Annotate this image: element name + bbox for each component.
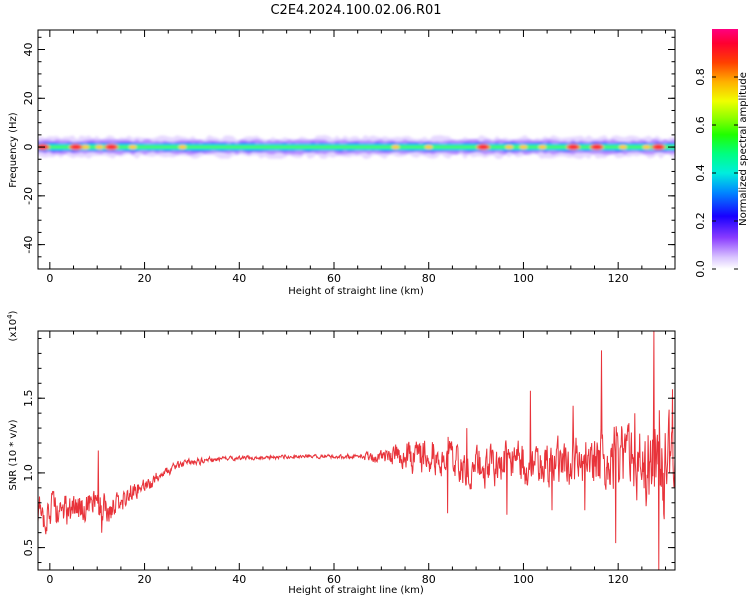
high-amplitude-spot bbox=[642, 144, 651, 150]
colorbar: 0.0 0.2 0.4 0.6 0.8 Normalized spectral ampl… bbox=[694, 29, 749, 278]
figure-title: C2E4.2024.100.02.06.R01 bbox=[270, 3, 441, 18]
spectrogram-ytick-label: -20 bbox=[22, 187, 35, 205]
spectrogram-heatmap bbox=[38, 135, 675, 159]
spectrogram-xtick-label: 100 bbox=[513, 272, 534, 285]
snr-ytick-label: 1.0 bbox=[22, 464, 35, 482]
colorbar-tick-label: 0.6 bbox=[694, 116, 707, 134]
band-green bbox=[38, 145, 675, 149]
spectrogram-xtick-label: 20 bbox=[138, 272, 152, 285]
peak-amplitude-spot bbox=[106, 145, 117, 150]
snr-scale-label: (x104) bbox=[6, 310, 19, 341]
high-amplitude-spot bbox=[128, 144, 137, 150]
snr-xtick-label: 80 bbox=[422, 573, 436, 586]
spectrogram-xtick-label: 40 bbox=[232, 272, 246, 285]
colorbar-tick-label: 0.4 bbox=[694, 164, 707, 182]
peak-amplitude-spot bbox=[568, 145, 579, 150]
spectrogram-ticks: 0 20 40 60 80 100 120 -40 -20 0 20 40 bbox=[22, 30, 675, 285]
colorbar-ticks: 0.0 0.2 0.4 0.6 0.8 bbox=[694, 68, 738, 278]
peak-amplitude-spot bbox=[591, 145, 602, 150]
colorbar-tick-label: 0.0 bbox=[694, 260, 707, 278]
spectrogram-xtick-label: 60 bbox=[327, 272, 341, 285]
colorbar-tick-label: 0.2 bbox=[694, 212, 707, 230]
spectrogram-ytick-label: 40 bbox=[22, 43, 35, 57]
snr-xtick-label: 0 bbox=[46, 573, 53, 586]
colorbar-gradient bbox=[712, 29, 738, 269]
high-amplitude-spot bbox=[618, 144, 627, 150]
peak-amplitude-spot bbox=[478, 145, 489, 150]
spectrogram-panel: 0 20 40 60 80 100 120 -40 -20 0 20 40 Height of str… bbox=[8, 29, 676, 297]
spectrogram-ylabel: Frequency (Hz) bbox=[8, 112, 19, 188]
spectrogram-ytick-label: -40 bbox=[22, 236, 35, 254]
spectrogram-band bbox=[38, 135, 675, 159]
high-amplitude-spot bbox=[538, 144, 547, 150]
snr-xtick-label: 40 bbox=[232, 573, 246, 586]
snr-ticks: 0 20 40 60 80 100 120 0.5 1.0 1.5 bbox=[22, 331, 675, 586]
snr-xtick-label: 20 bbox=[138, 573, 152, 586]
high-amplitude-spot bbox=[95, 144, 104, 150]
spectrogram-xtick-label: 0 bbox=[46, 272, 53, 285]
spectrogram-xtick-label: 80 bbox=[422, 272, 436, 285]
snr-ytick-label: 0.5 bbox=[22, 539, 35, 557]
colorbar-tick-label: 0.8 bbox=[694, 68, 707, 86]
snr-xtick-label: 60 bbox=[327, 573, 341, 586]
high-amplitude-spot bbox=[178, 144, 187, 150]
peak-amplitude-spot bbox=[653, 145, 664, 150]
colorbar-label: Normalized spectral amplitude bbox=[738, 72, 749, 226]
spectrogram-xlabel: Height of straight line (km) bbox=[288, 286, 424, 297]
spectrogram-xtick-label: 120 bbox=[608, 272, 629, 285]
spectrogram-frame bbox=[37, 29, 676, 270]
snr-xtick-label: 100 bbox=[513, 573, 534, 586]
snr-xtick-label: 120 bbox=[608, 573, 629, 586]
high-amplitude-spot bbox=[505, 144, 514, 150]
spectrogram-ytick-label: 0 bbox=[22, 144, 35, 151]
spectrogram-ytick-label: 20 bbox=[22, 91, 35, 105]
snr-panel: 0 20 40 60 80 100 120 0.5 1.0 1.5 Height of strai… bbox=[6, 310, 676, 596]
snr-series-line bbox=[38, 331, 675, 570]
high-amplitude-spot bbox=[424, 144, 433, 150]
snr-ylabel: SNR (10 * v/v) bbox=[8, 419, 19, 490]
snr-xlabel: Height of straight line (km) bbox=[288, 585, 424, 596]
peak-amplitude-spot bbox=[70, 145, 81, 150]
snr-ytick-label: 1.5 bbox=[22, 389, 35, 407]
high-amplitude-spot bbox=[391, 144, 400, 150]
high-amplitude-spot bbox=[519, 144, 528, 150]
high-amplitude-spot bbox=[81, 144, 90, 150]
snr-frame bbox=[37, 330, 676, 571]
